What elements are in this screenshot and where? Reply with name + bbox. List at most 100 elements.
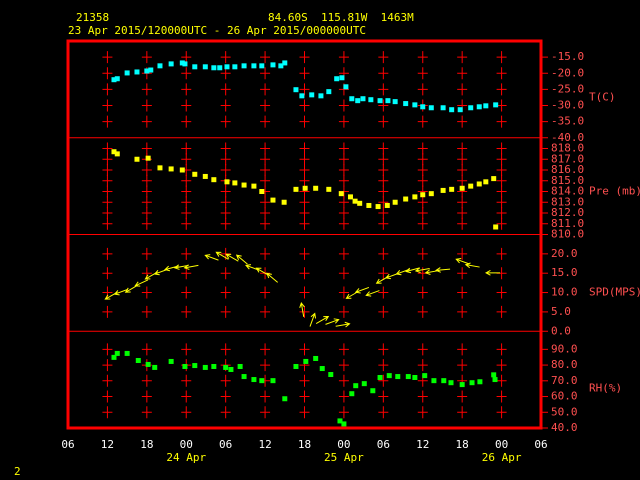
grid-cross xyxy=(338,153,349,166)
wind-arrow xyxy=(365,290,380,297)
data-point xyxy=(337,418,343,424)
grid-cross xyxy=(417,305,428,318)
data-point xyxy=(144,68,150,74)
data-point xyxy=(412,102,418,108)
data-point xyxy=(228,366,234,372)
grid-cross xyxy=(496,207,507,219)
y-tick-label: -15.0 xyxy=(551,50,584,63)
grid-cross xyxy=(338,174,349,187)
time-period: 23 Apr 2015/120000UTC - 26 Apr 2015/0000… xyxy=(68,24,366,37)
wind-arrow xyxy=(299,302,305,317)
grid-cross xyxy=(496,115,507,128)
grid-cross xyxy=(457,217,468,230)
grid-cross xyxy=(378,174,389,187)
data-point xyxy=(145,361,151,367)
grid-cross xyxy=(141,174,152,187)
data-point xyxy=(339,75,345,81)
grid-cross xyxy=(417,115,428,128)
grid-cross xyxy=(457,196,468,209)
data-point xyxy=(251,183,257,189)
data-point xyxy=(303,358,309,364)
data-point xyxy=(157,165,163,171)
y-tick-label: -25.0 xyxy=(551,82,584,95)
data-point xyxy=(459,382,465,388)
grid-cross xyxy=(260,153,271,166)
data-point xyxy=(349,391,355,397)
grid-cross xyxy=(260,67,271,80)
grid-cross xyxy=(102,115,113,128)
grid-cross xyxy=(260,359,271,372)
grid-cross xyxy=(181,305,192,318)
data-point xyxy=(483,103,489,109)
grid-cross xyxy=(181,406,192,419)
grid-cross xyxy=(378,185,389,198)
grid-cross xyxy=(417,406,428,419)
y-tick-label: 815.0 xyxy=(551,174,584,187)
data-point xyxy=(493,102,499,108)
y-tick-label: 811.0 xyxy=(551,217,584,230)
grid-cross xyxy=(457,343,468,356)
y-tick-label: -30.0 xyxy=(551,99,584,112)
grid-cross xyxy=(417,217,428,230)
grid-cross xyxy=(496,164,507,176)
data-point xyxy=(241,63,247,69)
grid-cross xyxy=(496,142,507,155)
x-tick-label: 06 xyxy=(534,438,547,451)
grid-cross xyxy=(260,207,271,219)
data-point xyxy=(338,191,344,197)
grid-cross xyxy=(496,196,507,209)
data-point xyxy=(192,171,198,177)
x-tick-label: 18 xyxy=(456,438,469,451)
data-point xyxy=(202,64,208,70)
data-point xyxy=(111,354,117,360)
grid-cross xyxy=(338,99,349,112)
data-point xyxy=(124,350,130,356)
data-point xyxy=(114,76,120,82)
data-point xyxy=(343,84,349,90)
grid-cross xyxy=(378,142,389,155)
data-point xyxy=(360,96,366,102)
y-tick-label: 60.0 xyxy=(551,390,578,403)
data-point xyxy=(281,199,287,205)
data-point xyxy=(111,149,117,155)
grid-cross xyxy=(220,286,231,299)
data-point xyxy=(341,421,347,427)
plot-frame xyxy=(66,39,543,430)
grid-cross xyxy=(141,99,152,112)
y-tick-label: 810.0 xyxy=(551,228,584,241)
data-point xyxy=(349,96,355,102)
grid-cross xyxy=(378,164,389,176)
grid-cross xyxy=(181,185,192,198)
grid-cross xyxy=(181,196,192,209)
data-point xyxy=(384,202,390,208)
data-point xyxy=(405,374,411,380)
y-tick-label: 814.0 xyxy=(551,185,584,198)
data-point xyxy=(148,67,154,73)
y-tick-label: 5.0 xyxy=(551,305,571,318)
x-tick-label: 00 xyxy=(495,438,508,451)
data-point xyxy=(270,197,276,203)
data-point xyxy=(428,191,434,197)
data-point xyxy=(361,381,367,387)
grid-cross xyxy=(220,207,231,219)
grid-cross xyxy=(260,51,271,64)
grid-cross xyxy=(299,142,310,155)
grid-cross xyxy=(181,217,192,230)
grid-cross xyxy=(260,286,271,299)
wind-arrow xyxy=(309,312,317,327)
grid-cross xyxy=(102,51,113,64)
grid-cross xyxy=(102,196,113,209)
data-point xyxy=(211,65,217,71)
grid-cross xyxy=(181,142,192,155)
data-point xyxy=(299,93,305,99)
x-tick-label: 00 xyxy=(337,438,350,451)
grid-cross xyxy=(220,406,231,419)
grid-cross xyxy=(299,267,310,280)
grid-cross xyxy=(181,153,192,166)
grid-cross xyxy=(102,83,113,96)
grid-cross xyxy=(338,406,349,419)
grid-cross xyxy=(338,286,349,299)
data-point xyxy=(232,180,238,186)
grid-cross xyxy=(220,99,231,112)
data-point xyxy=(259,378,265,384)
